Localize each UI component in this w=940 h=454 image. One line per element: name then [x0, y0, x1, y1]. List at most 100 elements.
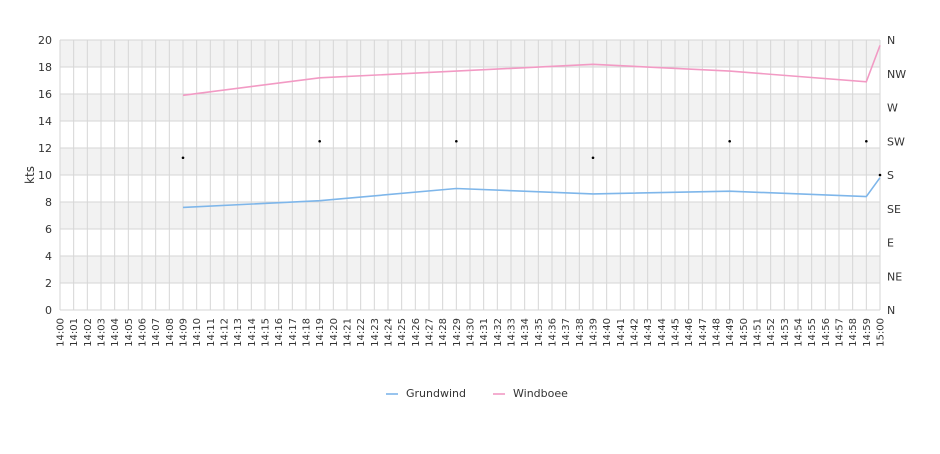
x-tick-label: 14:34: [520, 318, 531, 347]
x-tick-label: 14:20: [329, 318, 340, 347]
x-tick-label: 14:05: [124, 318, 135, 347]
x-tick-label: 14:24: [384, 318, 395, 347]
x-tick-label: 14:17: [288, 318, 299, 347]
x-tick-label: 14:21: [343, 318, 354, 347]
x-tick-label: 14:04: [110, 318, 121, 347]
x-tick-label: 14:38: [575, 318, 586, 347]
x-tick-label: 14:39: [589, 318, 600, 347]
x-tick-label: 14:03: [97, 318, 108, 347]
y-tick-label: 0: [45, 304, 52, 317]
y-tick-label: 8: [45, 196, 52, 209]
y-tick-label: 4: [45, 250, 52, 263]
x-tick-label: 14:09: [179, 318, 190, 347]
x-tick-label: 14:16: [274, 318, 285, 347]
direction-tick-label: NW: [887, 68, 906, 81]
y-tick-label: 16: [38, 88, 52, 101]
y-tick-label: 10: [38, 169, 52, 182]
x-tick-label: 14:52: [766, 318, 777, 347]
x-tick-label: 14:14: [247, 318, 258, 347]
x-tick-label: 14:23: [370, 318, 381, 347]
x-tick-label: 14:19: [315, 318, 326, 347]
y-tick-label: 18: [38, 61, 52, 74]
x-tick-label: 14:11: [206, 318, 217, 347]
y-axis-ticks: 0 2 4 6 8 10 12 14 16 18 20: [38, 34, 52, 317]
x-tick-label: 14:40: [602, 318, 613, 347]
x-tick-label: 14:55: [807, 318, 818, 347]
x-tick-label: 14:13: [233, 318, 244, 347]
direction-axis-ticks: N NE E SE S SW W NW N: [887, 34, 906, 317]
x-tick-label: 14:25: [397, 318, 408, 347]
x-tick-label: 14:27: [425, 318, 436, 347]
x-tick-label: 14:47: [698, 318, 709, 347]
x-tick-label: 14:36: [548, 318, 559, 347]
x-tick-label: 14:51: [753, 318, 764, 347]
x-tick-label: 14:42: [630, 318, 641, 347]
x-tick-label: 14:28: [438, 318, 449, 347]
y-tick-label: 6: [45, 223, 52, 236]
x-tick-label: 14:54: [794, 318, 805, 347]
series-line-grundwind: [182, 177, 881, 209]
direction-point: [878, 173, 882, 177]
x-tick-label: 14:29: [452, 318, 463, 347]
direction-tick-label: NE: [887, 270, 902, 283]
y-tick-label: 14: [38, 115, 52, 128]
x-tick-label: 14:37: [561, 318, 572, 347]
x-tick-label: 14:33: [507, 318, 518, 347]
x-tick-label: 14:06: [138, 318, 149, 347]
x-tick-label: 14:50: [739, 318, 750, 347]
x-tick-label: 14:57: [835, 318, 846, 347]
direction-points: [181, 139, 882, 177]
plot-grid: [59, 39, 881, 311]
x-tick-label: 14:59: [862, 318, 873, 347]
direction-point: [728, 139, 731, 143]
direction-point: [181, 156, 185, 160]
x-tick-label: 14:43: [643, 318, 654, 347]
x-tick-label: 14:49: [725, 318, 736, 347]
legend-label-windboee: Windboee: [513, 387, 568, 400]
x-tick-label: 14:22: [356, 318, 367, 347]
direction-point: [865, 139, 868, 143]
x-tick-label: 14:00: [56, 318, 67, 347]
direction-point: [318, 139, 321, 143]
direction-tick-label: N: [887, 34, 895, 47]
y-axis-title: kts: [23, 166, 37, 184]
series-line-windboee: [182, 45, 881, 97]
direction-tick-label: N: [887, 304, 895, 317]
direction-tick-label: W: [887, 102, 898, 115]
x-tick-label: 15:00: [876, 318, 887, 347]
x-tick-label: 14:10: [192, 318, 203, 347]
x-tick-label: 14:31: [479, 318, 490, 347]
direction-tick-label: SW: [887, 135, 905, 148]
x-tick-label: 14:08: [165, 318, 176, 347]
direction-point: [455, 139, 458, 143]
x-tick-label: 14:02: [83, 318, 94, 347]
y-tick-label: 20: [38, 34, 52, 47]
x-tick-label: 14:30: [466, 318, 477, 347]
x-tick-label: 14:46: [684, 318, 695, 347]
x-tick-label: 14:32: [493, 318, 504, 347]
x-tick-label: 14:58: [848, 318, 859, 347]
x-tick-label: 14:48: [712, 318, 723, 347]
x-tick-label: 14:18: [302, 318, 313, 347]
x-tick-label: 14:41: [616, 318, 627, 347]
x-tick-label: 14:01: [69, 318, 80, 347]
x-tick-label: 14:53: [780, 318, 791, 347]
y-tick-label: 12: [38, 142, 52, 155]
legend: Grundwind Windboee: [386, 387, 568, 400]
x-tick-label: 14:15: [261, 318, 272, 347]
direction-point: [591, 156, 595, 160]
x-tick-label: 14:26: [411, 318, 422, 347]
x-tick-label: 14:07: [151, 318, 162, 347]
x-tick-label: 14:56: [821, 318, 832, 347]
x-tick-label: 14:35: [534, 318, 545, 347]
x-tick-label: 14:44: [657, 318, 668, 347]
legend-label-grundwind: Grundwind: [406, 387, 466, 400]
series-lines: [182, 45, 881, 209]
y-tick-label: 2: [45, 277, 52, 290]
direction-tick-label: E: [887, 237, 894, 250]
direction-tick-label: SE: [887, 203, 901, 216]
x-axis-ticks: 14:00 14:01 14:02 14:03 14:04 14:05 14:06 14:07…: [56, 318, 887, 347]
x-tick-label: 14:12: [220, 318, 231, 347]
